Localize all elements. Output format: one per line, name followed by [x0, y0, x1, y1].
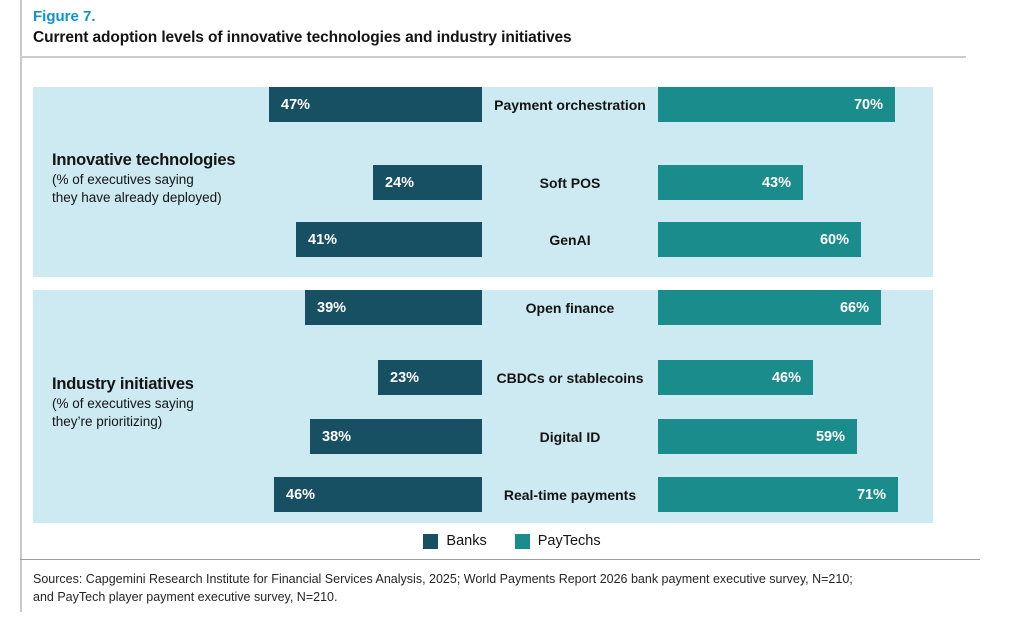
group-subtitle-line1: (% of executives saying: [52, 396, 194, 411]
bar-value-label: 41%: [308, 231, 338, 248]
bar-value-label: 70%: [853, 96, 883, 113]
banks-bar: 39%: [305, 290, 482, 325]
paytechs-bar: 59%: [658, 419, 857, 454]
figure-title: Current adoption levels of innovative te…: [33, 29, 572, 46]
banks-bar: 46%: [274, 477, 482, 512]
group-title: Industry initiatives: [52, 375, 194, 393]
paytechs-bar: 43%: [658, 165, 803, 200]
bar-value-label: 39%: [317, 299, 347, 316]
chart-row-cbdcs: 23% CBDCs or stablecoins 46%: [33, 360, 933, 395]
group-heading: Innovative technologies (% of executives…: [52, 150, 282, 207]
sources-line1: Sources: Capgemini Research Institute fo…: [33, 572, 853, 586]
group-subtitle-line2: they have already deployed): [52, 190, 222, 205]
category-label: Open finance: [525, 299, 615, 316]
panel-industry-initiatives: Industry initiatives (% of executives sa…: [33, 290, 933, 523]
card-left-border: [20, 0, 22, 612]
paytechs-bar: 46%: [658, 360, 813, 395]
panel-innovative-technologies: Innovative technologies (% of executives…: [33, 87, 933, 277]
category-label: CBDCs or stablecoins: [496, 369, 644, 386]
group-title: Innovative technologies: [52, 151, 236, 169]
chart-row-soft-pos: 24% Soft POS 43%: [33, 165, 933, 200]
bar-value-label: 59%: [815, 428, 845, 445]
bar-value-label: 24%: [385, 174, 415, 191]
bar-value-label: 38%: [322, 428, 352, 445]
chart-row-open-finance: 39% Open finance 66%: [33, 290, 933, 325]
paytechs-bar: 71%: [658, 477, 898, 512]
banks-bar: 41%: [296, 222, 482, 257]
banks-swatch-icon: [423, 533, 439, 549]
sources-note: Sources: Capgemini Research Institute fo…: [33, 570, 853, 606]
bar-value-label: 43%: [761, 174, 791, 191]
category-label: GenAI: [549, 231, 591, 248]
banks-bar: 23%: [378, 360, 482, 395]
category-label: Payment orchestration: [494, 96, 646, 113]
sources-line2: and PayTech player payment executive sur…: [33, 590, 338, 604]
legend-item-banks: Banks: [423, 533, 487, 549]
paytechs-bar: 60%: [658, 222, 861, 257]
chart-row-real-time-payments: 46% Real-time payments 71%: [33, 477, 933, 512]
bar-value-label: 46%: [286, 486, 316, 503]
banks-bar: 38%: [310, 419, 482, 454]
paytechs-swatch-icon: [514, 533, 530, 549]
chart-row-genai: 41% GenAI 60%: [33, 222, 933, 257]
bar-value-label: 60%: [819, 231, 849, 248]
bar-value-label: 47%: [281, 96, 311, 113]
paytechs-bar: 70%: [658, 87, 895, 122]
group-subtitle-line2: they’re prioritizing): [52, 414, 163, 429]
legend-label: Banks: [446, 533, 487, 549]
bar-value-label: 23%: [390, 369, 420, 386]
bar-value-label: 46%: [771, 369, 801, 386]
paytechs-bar: 66%: [658, 290, 881, 325]
chart-row-payment-orchestration: 47% Payment orchestration 70%: [33, 87, 933, 122]
category-label: Real-time payments: [503, 486, 637, 503]
figure-number: Figure 7.: [33, 8, 96, 25]
footer-divider: [20, 559, 980, 560]
group-heading: Industry initiatives (% of executives sa…: [52, 374, 282, 431]
group-subtitle-line1: (% of executives saying: [52, 172, 194, 187]
legend-label: PayTechs: [537, 533, 601, 549]
title-divider: [20, 56, 966, 58]
chart-row-digital-id: 38% Digital ID 59%: [33, 419, 933, 454]
banks-bar: 24%: [373, 165, 482, 200]
legend: Banks PayTechs: [0, 533, 1024, 549]
bar-value-label: 71%: [856, 486, 886, 503]
banks-bar: 47%: [269, 87, 482, 122]
category-label: Soft POS: [539, 174, 601, 191]
legend-item-paytechs: PayTechs: [514, 533, 601, 549]
bar-value-label: 66%: [839, 299, 869, 316]
category-label: Digital ID: [539, 428, 601, 445]
